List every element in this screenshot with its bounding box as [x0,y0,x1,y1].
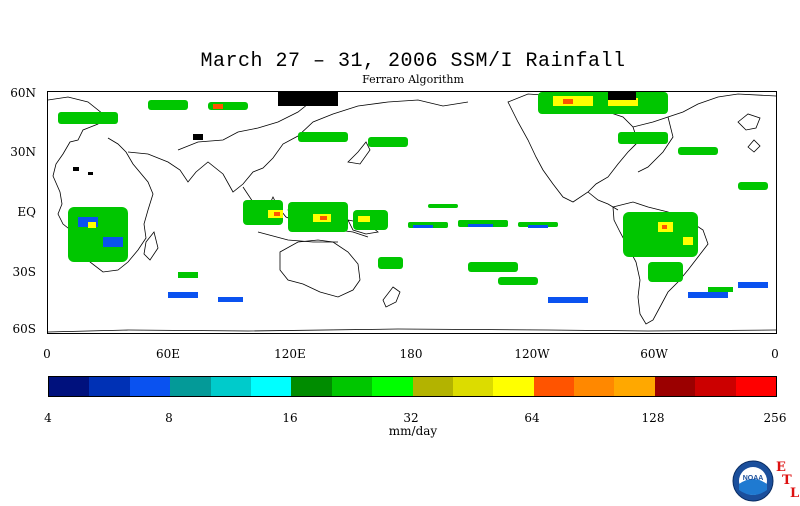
chart-subtitle: Ferraro Algorithm [362,73,464,86]
etl-letter-e: E [776,460,786,475]
colorbar-cell-0 [49,377,90,396]
colorbar-tick-16: 16 [282,411,298,425]
colorbar-tick-128: 128 [641,411,665,425]
lon-label-120w: 120W [514,347,550,361]
colorbar [48,376,777,397]
colorbar-cell-2 [129,377,171,396]
lon-label-120e: 120E [274,347,306,361]
rainfall-patches [58,92,768,303]
lat-label-30s: 30S [12,265,37,279]
colorbar-cell-1 [89,377,130,396]
lon-label-180: 180 [399,347,423,361]
rainfall-map [47,91,777,334]
colorbar-tick-32: 32 [403,411,419,425]
lat-label-60n: 60N [10,86,36,100]
colorbar-cell-16 [695,377,736,396]
lon-label-0: 0 [43,347,51,361]
colorbar-cell-10 [452,377,494,396]
lon-label-60w: 60W [640,347,668,361]
colorbar-tick-8: 8 [165,411,173,425]
etl-letter-t: T [782,473,792,488]
colorbar-cell-13 [574,377,615,396]
lat-label-60s: 60S [12,322,37,336]
colorbar-cell-5 [250,377,292,396]
colorbar-cell-7 [331,377,373,396]
lat-label-eq: EQ [17,205,36,219]
colorbar-cell-12 [533,377,575,396]
colorbar-cell-3 [170,377,211,396]
colorbar-tick-256: 256 [763,411,787,425]
colorbar-tick-4: 4 [44,411,52,425]
map-canvas [48,92,776,333]
noaa-logo-label: NOAA [743,475,764,482]
lat-label-30n: 30N [10,145,36,159]
colorbar-cell-4 [210,377,251,396]
colorbar-cell-9 [412,377,453,396]
colorbar-tick-64: 64 [524,411,540,425]
chart-title: March 27 – 31, 2006 SSM/I Rainfall [200,50,626,73]
noaa-logo-icon: NOAA [732,460,774,502]
lon-label-0-end: 0 [771,347,779,361]
colorbar-cell-17 [735,377,777,396]
lon-label-60e: 60E [155,347,181,361]
colorbar-cell-6 [291,377,332,396]
colorbar-units: mm/day [388,424,438,438]
etl-letter-l: L [790,486,800,501]
colorbar-cell-14 [614,377,655,396]
colorbar-cell-8 [372,377,413,396]
colorbar-cell-15 [654,377,696,396]
colorbar-cell-11 [493,377,534,396]
